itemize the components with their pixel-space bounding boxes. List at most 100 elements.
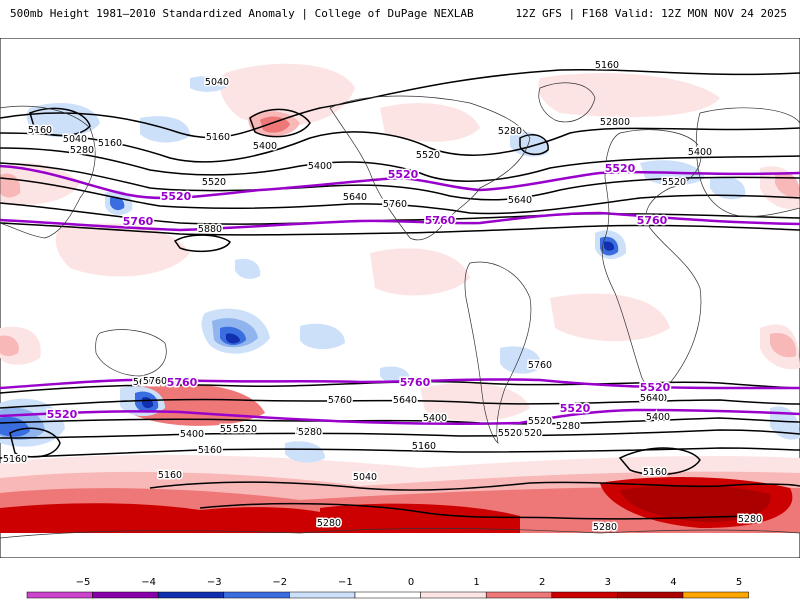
contour-label: 5760 (123, 215, 154, 228)
contour-line (0, 429, 800, 439)
colorbar-segment (354, 591, 421, 599)
contour-label: 5160 (98, 138, 122, 149)
anomaly-pos (770, 332, 797, 358)
contour-label: 5040 (205, 77, 229, 88)
contour-label: 5520 (416, 150, 440, 161)
anomaly-neg (380, 366, 410, 384)
contour-line (249, 108, 311, 138)
purple-contour-5760-north (0, 211, 800, 232)
contour-label: 5400 (646, 412, 670, 423)
purple-contour-5760-south (0, 378, 800, 390)
contour-label: 5400 (180, 429, 204, 440)
contour-line (9, 427, 61, 458)
contour-line (0, 398, 800, 409)
contour-label: 5760 (637, 214, 668, 227)
colorbar-tick-label: −1 (338, 577, 353, 588)
coastline-australia (95, 329, 167, 377)
colorbar-segment (157, 591, 225, 599)
contour-label: 5760 (425, 214, 456, 227)
colorbar-segment (617, 591, 684, 599)
contour-label: 5280 (738, 514, 762, 525)
contour-label: 5760 (328, 395, 352, 406)
anomaly-pos (320, 503, 520, 533)
anomaly-neg (300, 323, 345, 350)
contour-label: 5760 (528, 360, 552, 371)
contour-label: 5160 (3, 454, 27, 465)
colorbar-segment (682, 591, 749, 599)
contour-label: 5160 (28, 125, 52, 136)
contour-label: 5520 (202, 177, 226, 188)
colorbar-segment (92, 591, 159, 599)
contour-label: 5160 (412, 441, 436, 452)
highlight-contours (0, 164, 800, 425)
contour-label: 5760 (383, 199, 407, 210)
colorbar-tick-label: 2 (539, 577, 545, 588)
contour-label: 5400 (606, 117, 630, 128)
colorbar-segment (26, 591, 93, 599)
coastline-antarctica (0, 528, 800, 539)
colorbar-ticks: −5 −4 −3 −2 −1 0 1 2 3 4 5 (76, 577, 743, 588)
purple-contour-5520-north (0, 164, 800, 200)
contour-line (0, 447, 800, 459)
contour-line (199, 502, 751, 520)
contour-label: 5160 (198, 445, 222, 456)
colorbar-segment (485, 591, 553, 599)
anomaly-pos (0, 335, 19, 357)
contour-label: 5160 (595, 60, 619, 71)
contour-label: 5400 (253, 141, 277, 152)
colorbar-tick-label: 3 (605, 577, 611, 588)
contour-label: 5280 (296, 426, 320, 437)
contour-label: 5400 (308, 161, 332, 172)
contour-label: 5520 (47, 408, 78, 421)
contour-label: 5280 (317, 518, 341, 529)
contour-line (0, 222, 800, 236)
colorbar-tick-label: 1 (473, 577, 479, 588)
coastline-south-america (464, 261, 532, 444)
colorbar-segment (223, 591, 290, 599)
header: 500mb Height 1981–2010 Standardized Anom… (0, 0, 800, 24)
contour-line (519, 134, 549, 156)
anomaly-pos (380, 103, 480, 142)
contour-label: 5400 (423, 413, 447, 424)
contour-line (0, 127, 800, 163)
anomaly-pos (538, 73, 720, 118)
contour-label: 5640 (343, 192, 367, 203)
contour-label: 5640 (508, 195, 532, 206)
purple-contour-5520-south (0, 408, 800, 425)
contour-line (0, 417, 800, 425)
contour-label: 5520 (220, 424, 244, 435)
colorbar-tick-label: −2 (272, 577, 287, 588)
contour-line (0, 202, 800, 225)
contour-label: 5760 (143, 376, 167, 387)
contour-line (0, 147, 800, 182)
contour-label: 5280 (498, 126, 522, 137)
contour-label: 5640 (643, 393, 667, 404)
contour-label: 5520 (640, 381, 671, 394)
colorbar-segment (551, 591, 618, 599)
colorbar-tick-label: 5 (736, 577, 742, 588)
anomaly-neg (26, 103, 100, 137)
anomaly-pos (0, 503, 340, 533)
coastline-greenland (538, 82, 596, 123)
anomaly-pos (220, 63, 355, 126)
contour-label: 5880 (198, 224, 222, 235)
anomaly-neg (235, 258, 261, 279)
contour-label: 5520 (528, 416, 552, 427)
anomaly-pos (55, 223, 191, 277)
anomaly-neg (710, 176, 746, 200)
colorbar-tick-label: 0 (408, 577, 414, 588)
contour-line (149, 481, 800, 491)
contour-label: 5640 (640, 393, 664, 404)
contour-label: 5640 (393, 395, 417, 406)
coastline-europe-africa (601, 129, 702, 390)
anomaly-pos (620, 485, 771, 523)
anomaly-neg (140, 116, 190, 143)
contour-label: 5520 (605, 162, 636, 175)
contour-label: 5520 (498, 428, 522, 439)
contour-label: 5640 (133, 377, 157, 388)
colorbar-segments (26, 591, 749, 599)
contour-label: 5520 (662, 177, 686, 188)
